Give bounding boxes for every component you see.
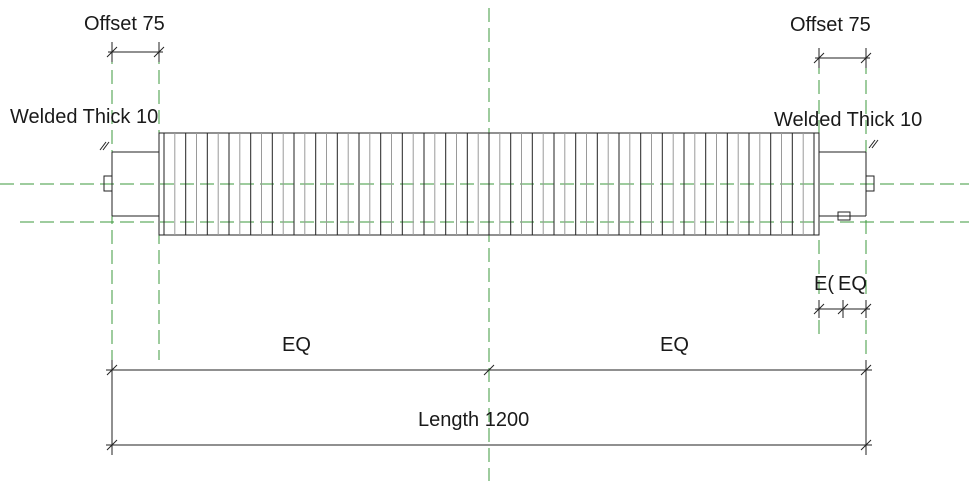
eq-small-a-label: E( bbox=[814, 273, 834, 295]
offset-right-label: Offset 75 bbox=[790, 14, 871, 36]
eq-small-b-label: EQ bbox=[838, 273, 867, 295]
left-end-cap bbox=[100, 142, 159, 216]
eq-right-label: EQ bbox=[660, 334, 689, 356]
eq-left-label: EQ bbox=[282, 334, 311, 356]
left-offset-dimension bbox=[107, 42, 164, 62]
right-end-cap bbox=[819, 140, 878, 220]
right-offset-dimension bbox=[814, 48, 871, 68]
weld-left-label: Welded Thick 10 bbox=[10, 106, 158, 128]
pipe-hatching bbox=[164, 133, 814, 235]
offset-left-label: Offset 75 bbox=[84, 13, 165, 35]
length-label: Length 1200 bbox=[418, 409, 529, 431]
weld-right-label: Welded Thick 10 bbox=[774, 109, 922, 131]
small-eq-dimension bbox=[814, 300, 871, 318]
